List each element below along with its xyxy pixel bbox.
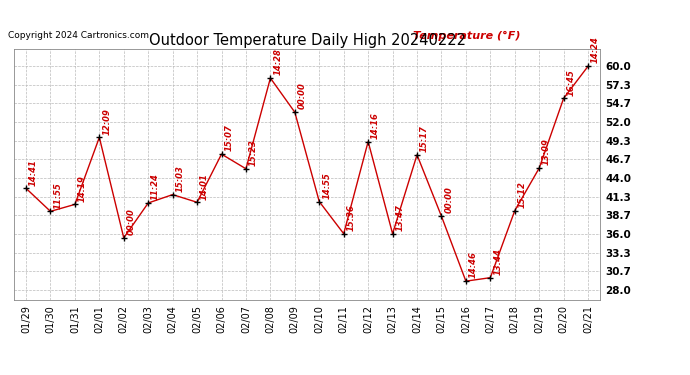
Title: Outdoor Temperature Daily High 20240222: Outdoor Temperature Daily High 20240222 [148, 33, 466, 48]
Text: 14:19: 14:19 [78, 175, 87, 202]
Text: 13:09: 13:09 [542, 138, 551, 165]
Text: 14:24: 14:24 [591, 36, 600, 63]
Text: 00:00: 00:00 [127, 208, 136, 235]
Text: 11:55: 11:55 [53, 182, 62, 209]
Text: 14:46: 14:46 [469, 252, 478, 278]
Text: 14:55: 14:55 [322, 172, 331, 199]
Text: 15:17: 15:17 [420, 125, 429, 152]
Text: 14:01: 14:01 [200, 172, 209, 200]
Text: 15:12: 15:12 [518, 181, 526, 208]
Text: 16:45: 16:45 [566, 69, 575, 96]
Text: 15:07: 15:07 [224, 124, 233, 152]
Text: Temperature (°F): Temperature (°F) [413, 31, 520, 41]
Text: 15:03: 15:03 [175, 165, 185, 192]
Text: 12:09: 12:09 [102, 108, 111, 135]
Text: 13:44: 13:44 [493, 248, 502, 275]
Text: Copyright 2024 Cartronics.com: Copyright 2024 Cartronics.com [8, 31, 149, 40]
Text: 00:00: 00:00 [298, 82, 307, 110]
Text: 14:41: 14:41 [29, 159, 38, 186]
Text: 11:24: 11:24 [151, 173, 160, 200]
Text: 00:00: 00:00 [444, 187, 453, 213]
Text: 15:36: 15:36 [346, 204, 355, 231]
Text: 15:23: 15:23 [249, 139, 258, 166]
Text: 13:47: 13:47 [395, 204, 404, 231]
Text: 14:28: 14:28 [273, 48, 282, 75]
Text: 14:16: 14:16 [371, 112, 380, 139]
